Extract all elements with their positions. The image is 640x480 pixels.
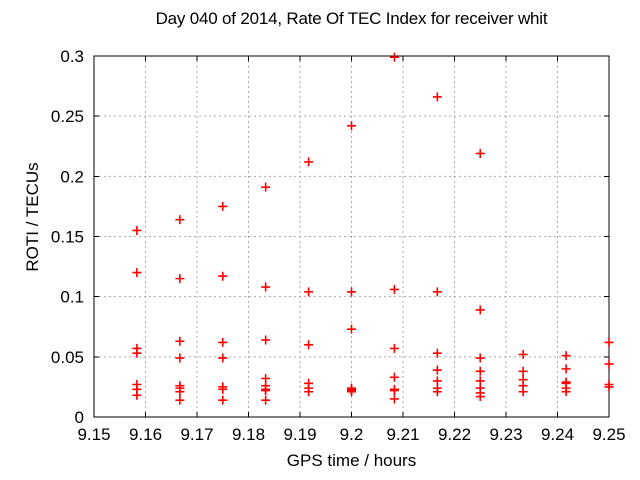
data-point-marker [432,287,442,297]
x-tick-label: 9.2 [340,425,364,444]
data-point-marker [175,336,185,346]
data-point-marker [261,282,271,292]
data-point-marker [347,387,356,397]
y-tick-label: 0.1 [60,288,84,307]
data-point-marker [389,52,399,62]
data-point-marker [389,343,399,353]
x-tick-label: 9.25 [592,425,625,444]
data-point-marker [304,340,314,350]
x-axis-label: GPS time / hours [286,451,417,470]
data-point-marker [432,92,442,102]
data-point-marker [432,348,442,358]
data-point-marker [347,287,356,297]
data-point-marker [475,148,485,158]
y-tick-label: 0.2 [60,167,84,186]
data-point-marker [347,121,356,131]
y-tick-label: 0.25 [51,107,84,126]
data-point-marker [389,394,399,404]
data-point-marker [475,353,485,363]
data-point-marker [261,335,271,345]
data-point-marker [304,387,314,397]
x-tick-label: 9.22 [438,425,471,444]
data-point-marker [475,366,485,376]
x-tick-label: 9.17 [180,425,213,444]
chart-title: Day 040 of 2014, Rate Of TEC Index for r… [155,9,548,28]
x-tick-label: 9.23 [489,425,522,444]
data-point-marker [218,384,228,394]
data-point-marker [561,387,571,397]
data-point-marker [561,364,571,374]
y-tick-label: 0.05 [51,348,84,367]
data-point-marker [304,287,314,297]
data-point-marker [218,337,228,347]
data-point-marker [389,284,399,294]
data-point-marker [132,225,142,235]
data-point-marker [518,387,528,397]
data-point-marker [475,392,485,402]
data-point-marker [175,353,185,363]
data-point-marker [347,324,356,334]
data-point-marker [261,386,271,396]
data-point-marker [132,348,142,358]
x-tick-label: 9.18 [232,425,265,444]
data-point-marker [218,271,228,281]
x-tick-label: 9.21 [386,425,419,444]
data-point-marker [132,268,142,278]
data-point-marker [175,395,185,405]
x-tick-label: 9.19 [283,425,316,444]
data-point-marker [604,382,614,392]
data-point-marker [175,215,185,225]
data-point-marker [604,359,614,369]
data-point-marker [518,349,528,359]
y-tick-label: 0.15 [51,228,84,247]
data-point-marker [432,387,442,397]
data-point-marker [175,274,185,284]
y-tick-label: 0 [75,408,84,427]
data-point-marker [604,337,614,347]
data-point-marker [475,305,485,315]
data-point-marker [389,372,399,382]
data-point-marker [261,182,271,192]
data-point-marker [261,395,271,405]
data-point-marker [218,395,228,405]
data-point-marker [389,386,399,396]
data-point-marker [518,366,528,376]
x-tick-label: 9.16 [129,425,162,444]
y-tick-label: 0.3 [60,47,84,66]
x-tick-label: 9.15 [77,425,110,444]
x-tick-label: 9.24 [541,425,574,444]
data-point-marker [218,201,228,211]
data-point-marker [175,387,185,397]
data-point-marker [132,390,142,400]
data-point-marker [432,365,442,375]
data-point-marker [304,157,314,167]
data-point-marker [561,351,571,361]
data-point-marker [218,353,228,363]
